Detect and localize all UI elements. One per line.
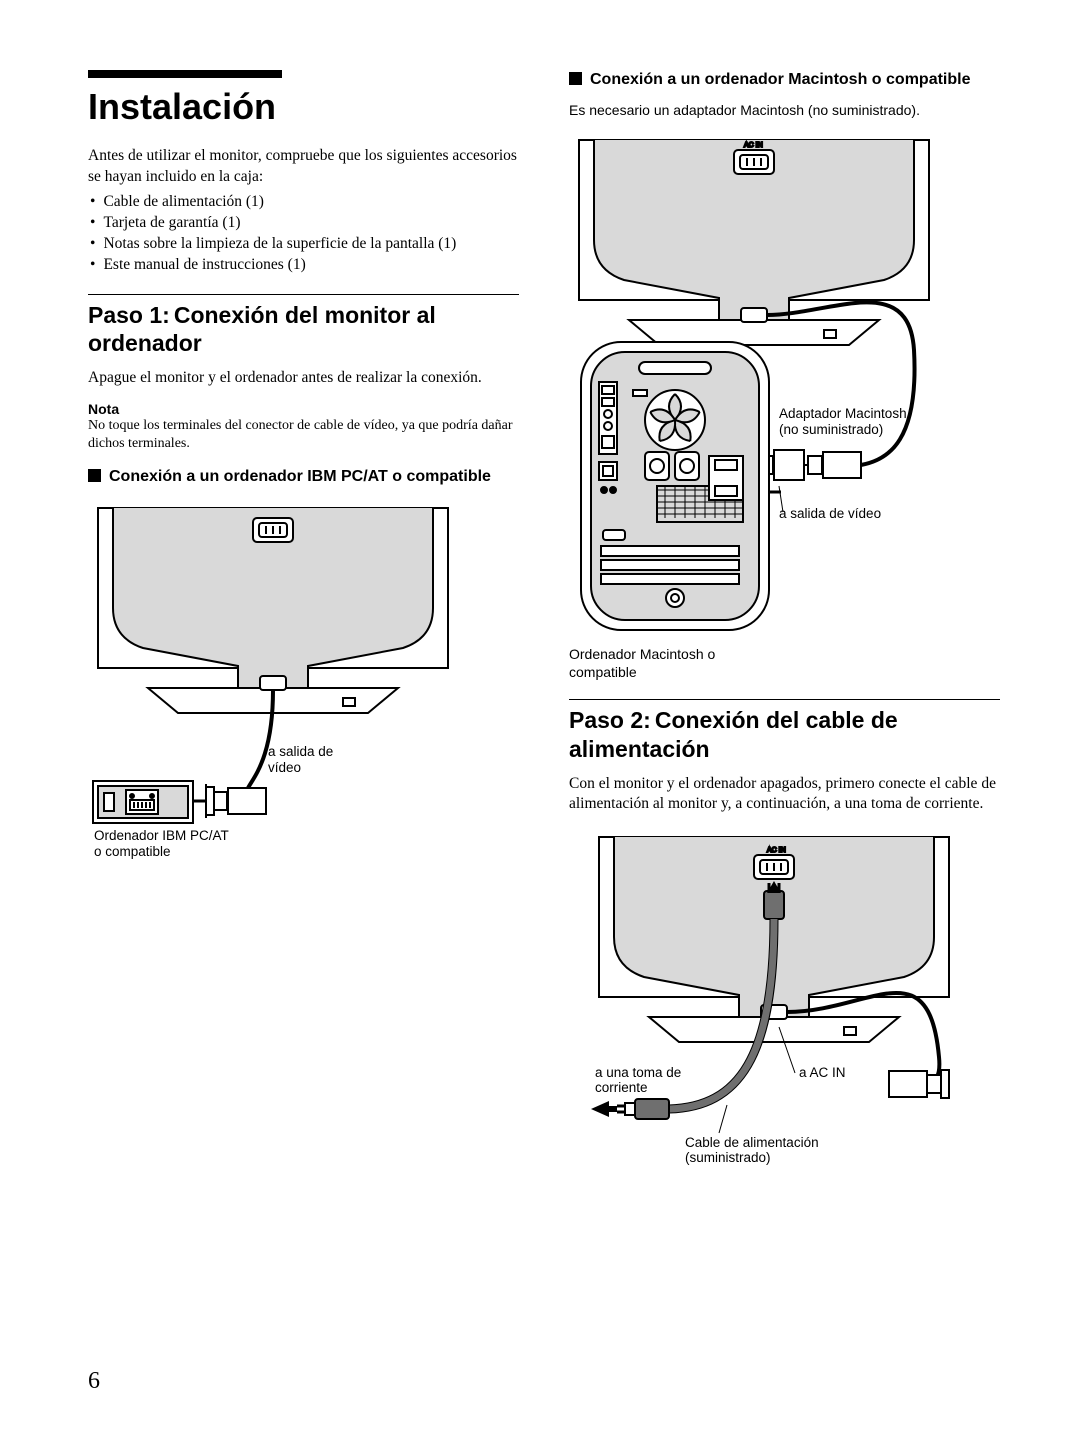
intro-text: Antes de utilizar el monitor, compruebe … <box>88 146 519 188</box>
fig-label: Cable de alimentación (suministrado) <box>685 1135 822 1165</box>
fig-caption: Ordenador Macintosh ocompatible <box>569 645 1000 681</box>
step1-heading: Paso 1:Conexión del monitor al ordenador <box>88 301 519 359</box>
fig-label: Adaptador Macintosh (no suministrado) <box>779 406 910 437</box>
fig-label: a una toma de corriente <box>595 1065 685 1095</box>
step2-body: Con el monitor y el ordenador apagados, … <box>569 774 1000 816</box>
note-text: No toque los terminales del conector de … <box>88 417 519 453</box>
figure-macintosh: AC IN <box>569 130 999 645</box>
list-item: Tarjeta de garantía (1) <box>90 213 519 234</box>
fig-label: AC IN <box>744 142 763 149</box>
square-bullet-icon <box>569 72 582 85</box>
note-label: Nota <box>88 401 519 417</box>
figure-ibm-pc: a salida de vídeo Ordenador IBM PC/AT o … <box>88 498 458 868</box>
fig-label: a AC IN <box>799 1065 846 1080</box>
step1-subA-heading: Conexión a un ordenador IBM PC/AT o comp… <box>88 467 519 488</box>
divider <box>569 699 1000 700</box>
fig-label: AC IN <box>767 847 786 854</box>
fig-label: a salida de vídeo <box>779 506 881 521</box>
list-item: Notas sobre la limpieza de la superficie… <box>90 234 519 255</box>
step2-heading: Paso 2:Conexión del cable de alimentació… <box>569 706 1000 764</box>
page-title: Instalación <box>88 70 282 128</box>
divider <box>88 294 519 295</box>
fig-label: Ordenador IBM PC/AT o compatible <box>94 828 232 859</box>
page-number: 6 <box>88 1368 100 1395</box>
adapter-note: Es necesario un adaptador Macintosh (no … <box>569 101 1000 120</box>
list-item: Este manual de instrucciones (1) <box>90 255 519 276</box>
list-item: Cable de alimentación (1) <box>90 192 519 213</box>
figure-power-cable: AC IN <box>569 827 999 1187</box>
fig-label: a salida de vídeo <box>268 744 337 775</box>
square-bullet-icon <box>88 469 101 482</box>
accessory-list: Cable de alimentación (1) Tarjeta de gar… <box>88 192 519 276</box>
step1-body: Apague el monitor y el ordenador antes d… <box>88 368 519 389</box>
step1-subB-heading: Conexión a un ordenador Macintosh o comp… <box>569 70 1000 91</box>
